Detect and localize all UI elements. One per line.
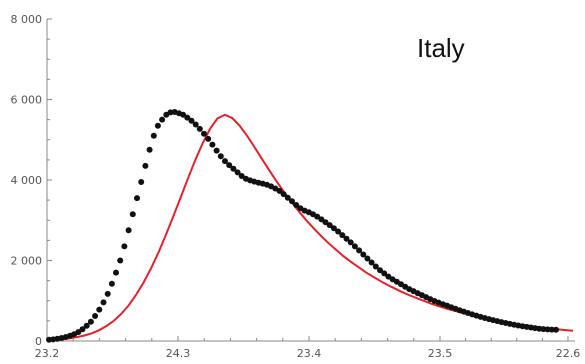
data-point — [372, 263, 379, 270]
data-point — [79, 326, 86, 333]
data-point — [222, 158, 228, 165]
axes — [46, 19, 575, 342]
data-point — [347, 239, 354, 246]
data-point — [184, 114, 191, 121]
data-point — [121, 243, 128, 250]
y-tick-label: 2 000 — [11, 255, 43, 268]
data-point — [360, 251, 367, 258]
data-points — [46, 109, 559, 343]
data-point — [188, 117, 195, 124]
data-point — [553, 326, 559, 333]
data-point — [343, 235, 350, 242]
data-point — [108, 280, 115, 287]
data-point — [113, 269, 119, 276]
data-point — [364, 255, 371, 262]
data-point — [125, 227, 132, 234]
data-point — [150, 132, 157, 139]
data-point — [159, 116, 166, 123]
data-point — [368, 259, 375, 266]
data-point — [293, 202, 300, 208]
data-point — [284, 194, 291, 201]
data-point — [92, 313, 99, 319]
x-tick-label: 24.3 — [166, 347, 191, 360]
data-point — [213, 147, 220, 154]
data-point — [134, 195, 140, 202]
data-point — [330, 225, 337, 232]
data-point — [96, 306, 103, 313]
data-point — [356, 247, 363, 254]
data-point — [146, 146, 153, 153]
chart-title: Italy — [417, 33, 465, 63]
data-point — [230, 165, 237, 172]
data-point — [142, 162, 149, 169]
data-point — [201, 130, 207, 137]
x-tick-label: 23.2 — [35, 347, 60, 360]
data-point — [351, 243, 358, 250]
data-point — [138, 179, 145, 185]
data-point — [129, 211, 136, 218]
data-point — [335, 228, 342, 235]
data-point — [339, 232, 346, 239]
data-point — [381, 270, 388, 277]
data-point — [192, 121, 199, 128]
data-point — [87, 318, 94, 325]
fit-series — [46, 113, 574, 342]
data-point — [217, 153, 224, 160]
x-tick-label: 22.6 — [556, 347, 581, 360]
fit-curve — [46, 113, 574, 342]
data-point — [377, 267, 383, 274]
data-point — [100, 299, 107, 306]
data-point — [117, 257, 124, 264]
x-tick-label: 23.5 — [428, 347, 453, 360]
data-point — [154, 122, 161, 129]
data-point — [104, 290, 111, 297]
data-point — [234, 169, 241, 176]
data-point — [326, 222, 333, 229]
data-point — [205, 135, 212, 142]
y-tick-label: 4 000 — [11, 174, 43, 187]
data-point — [280, 191, 287, 198]
y-axis-ticks: 0 2 000 4 000 6 000 8 000 — [11, 13, 52, 348]
data-point — [289, 198, 295, 205]
y-tick-label: 0 — [35, 335, 42, 348]
x-axis-ticks: 23.2 24.3 23.4 23.5 22.6 — [35, 336, 581, 360]
data-point — [226, 162, 233, 169]
data-point — [196, 125, 203, 132]
data-point — [276, 187, 283, 194]
data-point — [83, 322, 90, 329]
data-point — [209, 141, 216, 148]
y-tick-label: 6 000 — [11, 94, 43, 107]
x-tick-label: 23.4 — [297, 347, 322, 360]
y-tick-label: 8 000 — [11, 13, 43, 26]
